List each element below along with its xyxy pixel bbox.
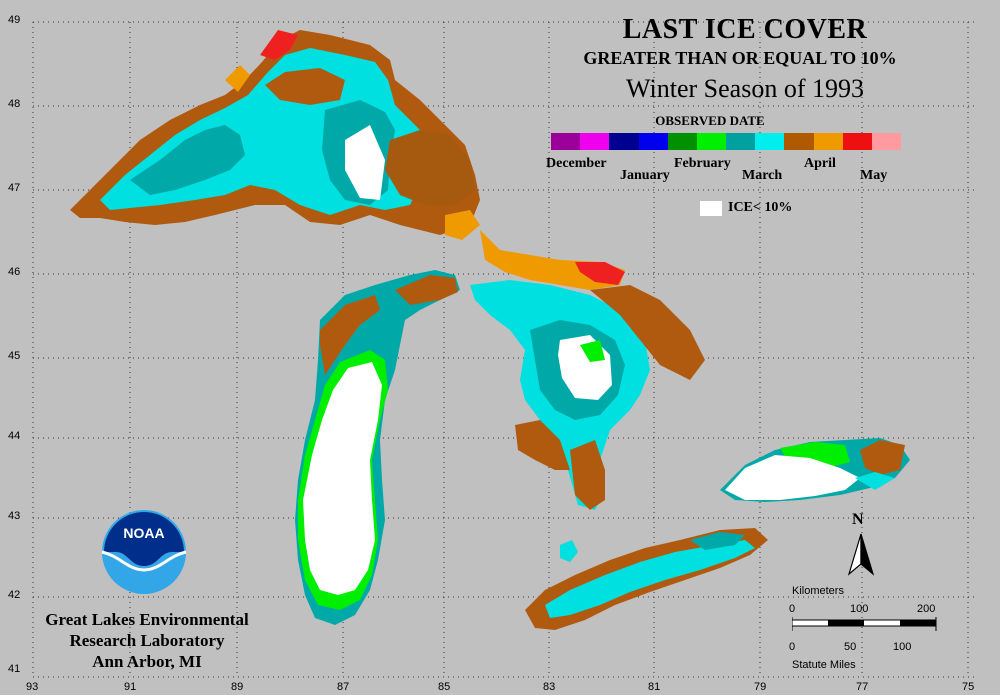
lat-tick: 43 xyxy=(8,510,21,522)
legend-swatch xyxy=(784,133,814,150)
lon-tick: 79 xyxy=(754,681,767,693)
lon-tick: 87 xyxy=(337,681,350,693)
legend-swatch xyxy=(638,133,668,150)
legend-month-april: April xyxy=(804,156,836,171)
noaa-logo-text: NOAA xyxy=(123,525,164,541)
legend-swatch xyxy=(842,133,872,150)
lat-lon-grid xyxy=(32,21,975,678)
legend-month-february: February xyxy=(674,156,731,171)
lake-huron xyxy=(470,280,705,510)
lat-tick: 41 xyxy=(8,663,21,675)
lake-erie xyxy=(525,528,768,630)
map-title: LAST ICE COVER xyxy=(622,14,868,45)
lon-tick: 91 xyxy=(124,681,137,693)
ice-legend-label: ICE< 10% xyxy=(728,200,793,215)
lat-tick: 49 xyxy=(8,14,21,26)
lon-tick: 83 xyxy=(543,681,556,693)
lon-tick: 89 xyxy=(231,681,244,693)
lake-st-clair xyxy=(560,540,578,562)
legend-swatch xyxy=(580,133,610,150)
legend-swatch xyxy=(696,133,727,150)
scale-mi-tick: 0 xyxy=(789,641,796,653)
lat-tick: 45 xyxy=(8,350,21,362)
org-line-3: Ann Arbor, MI xyxy=(92,652,202,671)
scale-mi-title: Statute Miles xyxy=(792,659,856,671)
legend-color-bar xyxy=(551,133,902,150)
lat-tick: 42 xyxy=(8,589,21,601)
lake-michigan xyxy=(295,270,460,625)
lon-tick: 93 xyxy=(26,681,39,693)
ice-legend-swatch xyxy=(700,201,722,216)
scale-km-tick: 200 xyxy=(917,603,936,615)
scale-km-tick: 0 xyxy=(789,603,796,615)
season-title: Winter Season of 1993 xyxy=(626,74,864,103)
lon-tick: 81 xyxy=(648,681,661,693)
lake-superior xyxy=(70,30,480,240)
legend-swatch xyxy=(871,133,902,150)
scale-km-title: Kilometers xyxy=(792,585,844,597)
lat-tick: 48 xyxy=(8,98,21,110)
scale-bar xyxy=(792,617,937,631)
legend-swatch xyxy=(813,133,843,150)
north-channel xyxy=(480,230,625,290)
org-line-2: Research Laboratory xyxy=(69,631,225,650)
legend-month-may: May xyxy=(860,168,888,183)
lat-tick: 47 xyxy=(8,182,21,194)
legend-month-december: December xyxy=(546,156,607,171)
legend-swatch xyxy=(551,133,581,150)
legend-heading: OBSERVED DATE xyxy=(655,113,765,128)
legend-month-january: January xyxy=(620,168,670,183)
lon-tick: 75 xyxy=(962,681,975,693)
lat-tick: 44 xyxy=(8,430,21,442)
north-label: N xyxy=(852,511,864,528)
north-arrow-icon xyxy=(847,533,875,576)
scale-mi-tick: 50 xyxy=(844,641,857,653)
legend-swatch xyxy=(609,133,639,150)
lake-ontario xyxy=(720,438,910,502)
legend-swatch xyxy=(755,133,785,150)
legend-swatch xyxy=(726,133,756,150)
noaa-logo: NOAA xyxy=(101,510,187,594)
scale-mi-tick: 100 xyxy=(893,641,912,653)
scale-km-tick: 100 xyxy=(850,603,869,615)
map-subtitle: GREATER THAN OR EQUAL TO 10% xyxy=(583,48,897,68)
lon-tick: 77 xyxy=(856,681,869,693)
lon-tick: 85 xyxy=(438,681,451,693)
lat-tick: 46 xyxy=(8,266,21,278)
legend-swatch xyxy=(667,133,697,150)
org-line-1: Great Lakes Environmental xyxy=(45,610,249,629)
legend-month-march: March xyxy=(742,168,783,183)
